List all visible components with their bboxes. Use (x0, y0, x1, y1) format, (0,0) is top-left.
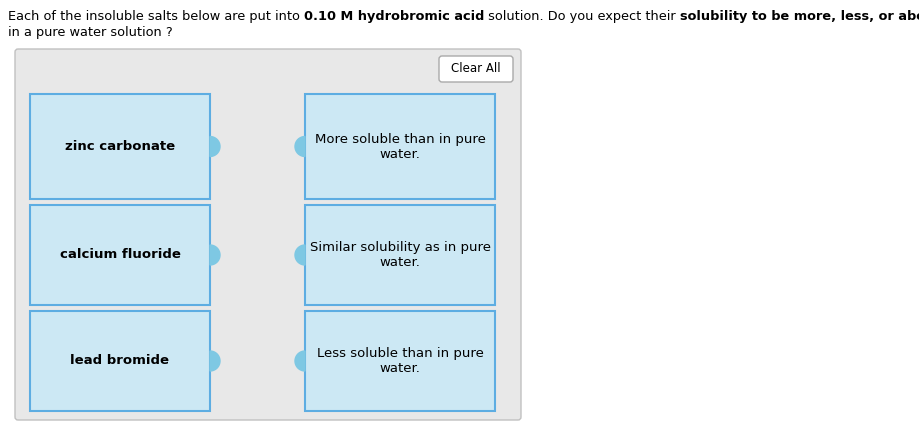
Text: Each of the insoluble salts below are put into: Each of the insoluble salts below are pu… (8, 10, 304, 23)
Text: 0.10 M hydrobromic acid: 0.10 M hydrobromic acid (304, 10, 484, 23)
Text: solubility to be more, less, or about the same: solubility to be more, less, or about th… (680, 10, 919, 23)
Wedge shape (295, 351, 305, 371)
Text: solution. Do you expect their: solution. Do you expect their (484, 10, 680, 23)
Wedge shape (295, 245, 305, 265)
Wedge shape (295, 136, 305, 156)
Text: zinc carbonate: zinc carbonate (65, 140, 175, 153)
Text: Similar solubility as in pure
water.: Similar solubility as in pure water. (310, 241, 491, 269)
FancyBboxPatch shape (30, 311, 210, 411)
Text: Less soluble than in pure
water.: Less soluble than in pure water. (316, 347, 483, 375)
FancyBboxPatch shape (305, 94, 495, 199)
Text: Clear All: Clear All (451, 63, 501, 76)
Wedge shape (210, 351, 220, 371)
FancyBboxPatch shape (305, 205, 495, 305)
Wedge shape (210, 136, 220, 156)
FancyBboxPatch shape (305, 311, 495, 411)
FancyBboxPatch shape (439, 56, 513, 82)
Text: calcium fluoride: calcium fluoride (60, 249, 180, 261)
Wedge shape (210, 245, 220, 265)
FancyBboxPatch shape (30, 94, 210, 199)
Text: in a pure water solution ?: in a pure water solution ? (8, 26, 173, 39)
FancyBboxPatch shape (15, 49, 521, 420)
Text: lead bromide: lead bromide (71, 354, 169, 367)
Text: More soluble than in pure
water.: More soluble than in pure water. (314, 132, 485, 160)
FancyBboxPatch shape (30, 205, 210, 305)
